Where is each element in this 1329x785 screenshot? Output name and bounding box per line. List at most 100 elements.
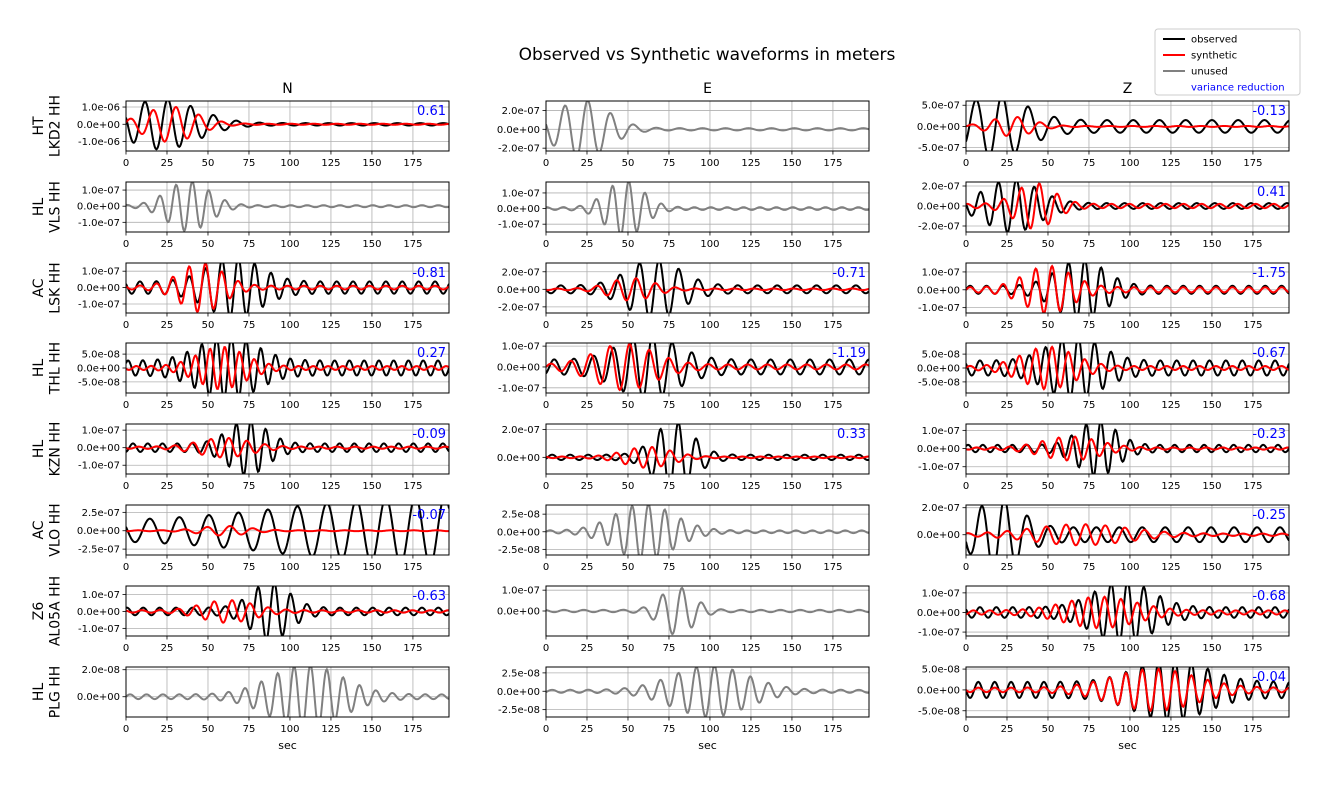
- panel-6-n: 0 25 50 75 100 125 150 175 2.5e-07 0.0e+00 -2.5e-0…: [77, 504, 450, 573]
- x-tick-label: 0: [543, 239, 549, 250]
- x-tick-label: 150: [362, 400, 381, 411]
- row-station: VLS HH: [47, 181, 63, 233]
- x-tick-label: 75: [663, 400, 676, 411]
- x-tick-label: 125: [321, 239, 340, 250]
- axes-frame: [545, 666, 870, 718]
- y-tick-label: -1.0e-07: [918, 462, 960, 473]
- x-tick-label: 125: [741, 724, 760, 735]
- row-network: AC: [31, 278, 47, 297]
- panel-4-e: 0 25 50 75 100 125 150 175 1.0e-07 0.0e+00 -1.0e-0…: [497, 342, 870, 411]
- y-tick-label: 0.0e+00: [77, 364, 120, 375]
- variance-reduction-label: 0.33: [837, 427, 866, 442]
- y-tick-label: 2.0e-07: [922, 503, 960, 514]
- y-tick-label: 1.0e-07: [82, 590, 120, 601]
- y-tick-label: 5.0e-08: [922, 665, 960, 676]
- row-label-z6-al05a: Z6AL05A HH: [31, 576, 63, 646]
- x-tick-label: 25: [1001, 562, 1014, 573]
- x-axis-label: sec: [1118, 739, 1137, 752]
- x-tick-label: 25: [581, 643, 594, 654]
- row-label-hl-kzn: HLKZN HH: [31, 422, 63, 477]
- x-tick-label: 25: [581, 562, 594, 573]
- x-tick-label: 100: [700, 562, 719, 573]
- x-tick-label: 25: [161, 562, 174, 573]
- x-tick-label: 75: [1083, 158, 1096, 169]
- observed-trace: [126, 263, 449, 313]
- axes-frame: [965, 423, 1290, 475]
- x-tick-label: 125: [1161, 400, 1180, 411]
- x-tick-label: 150: [782, 158, 801, 169]
- x-tick-label: 125: [321, 481, 340, 492]
- x-tick-label: 125: [1161, 562, 1180, 573]
- axes-frame: [545, 181, 870, 233]
- x-tick-label: 75: [663, 481, 676, 492]
- y-tick-label: -5.0e-08: [918, 377, 960, 388]
- axes-frame: [125, 181, 450, 233]
- synthetic-trace: [966, 115, 1289, 137]
- synthetic-trace: [546, 343, 869, 392]
- x-tick-label: 175: [403, 320, 422, 331]
- x-tick-label: 125: [321, 158, 340, 169]
- synthetic-trace: [966, 182, 1289, 230]
- x-tick-label: 50: [622, 724, 635, 735]
- x-tick-label: 150: [362, 158, 381, 169]
- x-tick-label: 150: [362, 239, 381, 250]
- x-tick-label: 175: [1243, 400, 1262, 411]
- row-network: HL: [31, 359, 47, 378]
- y-tick-label: 0.0e+00: [917, 202, 960, 213]
- row-network: HL: [31, 198, 47, 217]
- observed-trace: [966, 586, 1289, 636]
- legend-label-variance-reduction: variance reduction: [1191, 83, 1285, 94]
- x-tick-label: 25: [161, 158, 174, 169]
- observed-trace: [966, 424, 1289, 474]
- x-tick-label: 125: [321, 320, 340, 331]
- panel-6-z: 0 25 50 75 100 125 150 175 2.0e-07 0.0e+00 -0.25: [917, 503, 1290, 573]
- x-tick-label: 0: [963, 643, 969, 654]
- x-tick-label: 100: [700, 481, 719, 492]
- x-tick-label: 150: [362, 724, 381, 735]
- synthetic-trace: [126, 599, 449, 624]
- x-tick-label: 25: [1001, 158, 1014, 169]
- y-tick-label: 0.0e+00: [77, 202, 120, 213]
- x-tick-label: 125: [741, 562, 760, 573]
- x-tick-label: 25: [161, 400, 174, 411]
- y-tick-label: 0.0e+00: [917, 285, 960, 296]
- x-tick-label: 100: [1120, 562, 1139, 573]
- panel-1-e: 0 25 50 75 100 125 150 175 2.0e-07 0.0e+00 -2.0e-0…: [497, 81, 870, 169]
- y-tick-label: 1.0e-07: [82, 186, 120, 197]
- y-tick-label: 0.0e+00: [497, 125, 540, 136]
- x-tick-label: 125: [1161, 481, 1180, 492]
- panel-8-e: 0 25 50 75 100 125 150 175 2.5e-08 0.0e+00 -2.5e-0…: [497, 666, 870, 752]
- y-tick-label: 0.0e+00: [77, 607, 120, 618]
- variance-reduction-label: 0.61: [417, 104, 446, 119]
- x-tick-label: 75: [1083, 400, 1096, 411]
- legend-box: [1154, 28, 1301, 96]
- x-tick-label: 125: [1161, 724, 1180, 735]
- y-tick-label: 0.0e+00: [77, 283, 120, 294]
- x-tick-label: 175: [823, 158, 842, 169]
- x-tick-label: 175: [823, 724, 842, 735]
- x-tick-label: 125: [741, 239, 760, 250]
- x-tick-label: 75: [1083, 562, 1096, 573]
- x-tick-label: 0: [123, 724, 129, 735]
- x-tick-label: 175: [823, 239, 842, 250]
- x-tick-label: 0: [543, 400, 549, 411]
- y-tick-label: 5.0e-08: [82, 350, 120, 361]
- x-tick-label: 75: [663, 562, 676, 573]
- y-tick-label: -1.0e-06: [78, 137, 120, 148]
- x-tick-label: 50: [1042, 481, 1055, 492]
- y-tick-label: 0.0e+00: [497, 687, 540, 698]
- x-tick-label: 125: [1161, 239, 1180, 250]
- x-tick-label: 0: [123, 643, 129, 654]
- x-tick-label: 175: [1243, 562, 1262, 573]
- x-tick-label: 50: [1042, 724, 1055, 735]
- panel-4-n: 0 25 50 75 100 125 150 175 5.0e-08 0.0e+00 -5.0e-0…: [77, 342, 450, 411]
- axes-frame: [545, 262, 870, 314]
- variance-reduction-label: 0.27: [417, 346, 446, 361]
- x-tick-label: 150: [782, 643, 801, 654]
- x-tick-label: 75: [663, 320, 676, 331]
- row-station: VLO HH: [47, 503, 63, 556]
- x-tick-label: 150: [1202, 481, 1221, 492]
- y-tick-label: -1.0e-07: [78, 299, 120, 310]
- row-station: PLG HH: [47, 666, 63, 719]
- synthetic-trace: [546, 277, 869, 302]
